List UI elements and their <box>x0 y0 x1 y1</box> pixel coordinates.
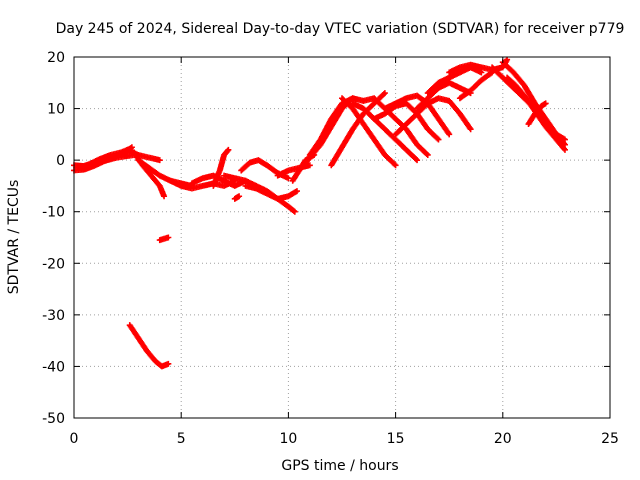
series-trace-15 <box>231 193 243 202</box>
x-axis: 0 5 10 15 20 25 <box>70 57 619 447</box>
data-point <box>236 193 243 200</box>
series-trace-16 <box>156 234 172 244</box>
data-point <box>156 157 163 164</box>
x-tick-label: 0 <box>70 431 79 447</box>
data-point <box>290 207 297 214</box>
series-trace-12 <box>242 182 300 202</box>
data-point <box>561 146 568 153</box>
data-point <box>349 95 356 102</box>
data-point <box>225 146 232 153</box>
data-point <box>380 91 387 98</box>
y-tick-label: -20 <box>42 256 65 272</box>
series-trace-22 <box>349 100 421 164</box>
data-point <box>291 208 298 215</box>
series-trace-30 <box>456 69 496 102</box>
data-point <box>435 136 442 143</box>
y-axis: -50 -40 -30 -20 -10 0 10 20 <box>42 50 610 427</box>
y-tick-label: 0 <box>56 153 65 169</box>
data-point <box>424 151 431 158</box>
series-trace-24 <box>371 100 442 143</box>
data-point <box>446 131 453 138</box>
data-point <box>285 175 292 182</box>
data-points <box>71 56 568 370</box>
data-point <box>423 150 430 157</box>
y-tick-label: -40 <box>42 359 65 375</box>
series-trace-17 <box>126 322 172 370</box>
y-tick-label: -50 <box>42 411 65 427</box>
data-point <box>161 193 168 200</box>
data-point <box>412 156 419 163</box>
data-point <box>434 135 441 142</box>
data-point <box>561 145 568 152</box>
data-point <box>504 56 511 63</box>
series-trace-32 <box>499 59 568 148</box>
data-point <box>293 188 300 195</box>
data-point <box>165 234 172 241</box>
data-point <box>542 100 549 107</box>
x-tick-label: 5 <box>177 431 186 447</box>
data-point <box>224 147 231 154</box>
data-point <box>414 157 421 164</box>
y-tick-label: -10 <box>42 205 65 221</box>
data-point <box>478 69 485 76</box>
y-tick-label: 10 <box>47 102 65 118</box>
data-point <box>467 126 474 133</box>
series-trace-11 <box>238 157 292 182</box>
data-point <box>489 69 496 76</box>
plot-frame <box>73 56 611 419</box>
series-trace-9 <box>210 146 232 189</box>
x-tick-label: 20 <box>494 431 512 447</box>
x-tick-label: 25 <box>601 431 619 447</box>
data-point <box>487 70 494 77</box>
x-tick-label: 15 <box>387 431 405 447</box>
series-trace-34 <box>525 100 549 128</box>
data-point <box>391 161 398 168</box>
data-point <box>165 360 172 367</box>
data-point <box>306 162 313 169</box>
data-point <box>392 162 399 169</box>
x-tick-label: 10 <box>279 431 297 447</box>
series-trace-26 <box>392 95 474 138</box>
x-axis-label: GPS time / hours <box>281 458 398 474</box>
data-point <box>381 90 388 97</box>
series-trace-21 <box>339 95 399 169</box>
y-tick-label: -30 <box>42 308 65 324</box>
chart-title: Day 245 of 2024, Sidereal Day-to-day VTE… <box>56 21 625 37</box>
y-tick-label: 20 <box>47 50 65 66</box>
y-axis-label: SDTVAR / TECUs <box>6 180 22 295</box>
